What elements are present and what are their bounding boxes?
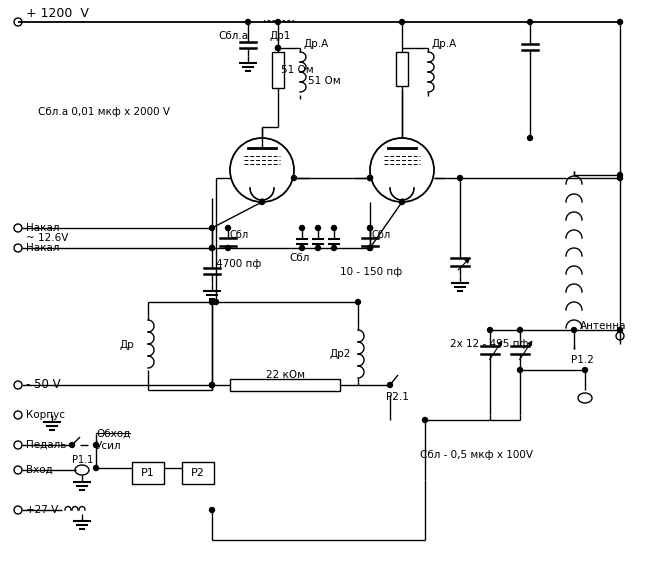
Text: 4700 пф: 4700 пф <box>216 259 262 269</box>
Circle shape <box>368 246 373 250</box>
Circle shape <box>528 136 532 141</box>
Circle shape <box>368 176 373 180</box>
Circle shape <box>94 442 98 447</box>
Circle shape <box>618 328 623 332</box>
Text: Обход: Обход <box>96 429 130 439</box>
Text: 51 Ом: 51 Ом <box>281 65 313 75</box>
Text: Сбл.а: Сбл.а <box>218 31 248 41</box>
Text: ~ 12.6V: ~ 12.6V <box>26 233 68 243</box>
Circle shape <box>209 246 214 250</box>
Bar <box>396 52 408 86</box>
Text: Др1: Др1 <box>269 31 291 41</box>
Text: 22 кОм: 22 кОм <box>266 370 304 380</box>
Text: Сбл: Сбл <box>290 253 310 263</box>
Text: 10 - 150 пф: 10 - 150 пф <box>340 267 402 277</box>
Circle shape <box>245 20 251 24</box>
Circle shape <box>275 46 280 50</box>
Text: Сбл - 0,5 мкф х 100V: Сбл - 0,5 мкф х 100V <box>420 450 533 460</box>
Text: Др: Др <box>120 340 135 350</box>
Circle shape <box>399 199 404 205</box>
Text: + 1200  V: + 1200 V <box>26 7 89 20</box>
Circle shape <box>315 225 320 231</box>
Circle shape <box>422 418 428 423</box>
Text: Сбл: Сбл <box>372 230 391 240</box>
Text: Сбл.а 0,01 мкф х 2000 V: Сбл.а 0,01 мкф х 2000 V <box>38 107 170 117</box>
Circle shape <box>225 225 231 231</box>
Circle shape <box>528 20 532 24</box>
Text: Педаль: Педаль <box>26 440 67 450</box>
Text: Р2: Р2 <box>191 468 205 478</box>
Text: Р1: Р1 <box>141 468 155 478</box>
Circle shape <box>368 225 373 231</box>
Circle shape <box>572 328 576 332</box>
Bar <box>182 462 214 484</box>
Circle shape <box>213 299 218 305</box>
Circle shape <box>260 199 264 205</box>
Circle shape <box>457 176 463 180</box>
Circle shape <box>209 383 214 388</box>
Circle shape <box>315 246 320 250</box>
Circle shape <box>331 246 337 250</box>
Circle shape <box>618 172 623 177</box>
Text: Р2.1: Р2.1 <box>386 392 409 402</box>
Text: Накал: Накал <box>26 223 59 233</box>
Text: Усил: Усил <box>96 441 121 451</box>
Circle shape <box>209 246 214 250</box>
Circle shape <box>368 225 373 231</box>
Circle shape <box>583 367 587 372</box>
Text: Накал: Накал <box>26 243 59 253</box>
Text: 51 Ом: 51 Ом <box>308 76 340 86</box>
Circle shape <box>517 328 523 332</box>
Circle shape <box>209 299 214 305</box>
Circle shape <box>300 246 304 250</box>
Circle shape <box>209 225 214 231</box>
Circle shape <box>275 20 280 24</box>
Circle shape <box>209 507 214 512</box>
Circle shape <box>209 299 214 305</box>
Circle shape <box>368 246 373 250</box>
Text: Р1.1: Р1.1 <box>72 455 93 465</box>
Circle shape <box>331 225 337 231</box>
Text: Корпус: Корпус <box>26 410 65 420</box>
Text: Р1.2: Р1.2 <box>571 355 594 365</box>
Circle shape <box>618 176 623 180</box>
Text: Сбл: Сбл <box>230 230 249 240</box>
Text: Др.А: Др.А <box>304 39 329 49</box>
Circle shape <box>209 383 214 388</box>
Circle shape <box>399 20 404 24</box>
Circle shape <box>225 246 231 250</box>
Bar <box>229 379 340 391</box>
Text: Антенна: Антенна <box>580 321 627 331</box>
Circle shape <box>275 46 280 50</box>
Text: Вход: Вход <box>26 465 53 475</box>
Text: - 50 V: - 50 V <box>26 379 61 392</box>
Circle shape <box>488 328 492 332</box>
Circle shape <box>368 176 373 180</box>
Text: 2х 12 - 495 пф: 2х 12 - 495 пф <box>450 339 528 349</box>
Text: Др.А: Др.А <box>432 39 457 49</box>
Circle shape <box>618 20 623 24</box>
Bar <box>132 462 164 484</box>
Circle shape <box>291 176 297 180</box>
Text: +27 V: +27 V <box>26 505 58 515</box>
Bar <box>272 53 284 88</box>
Circle shape <box>94 466 98 471</box>
Circle shape <box>70 442 74 447</box>
Circle shape <box>355 299 360 305</box>
Circle shape <box>300 225 304 231</box>
Circle shape <box>388 383 393 388</box>
Text: Др2: Др2 <box>330 349 351 359</box>
Circle shape <box>517 367 523 372</box>
